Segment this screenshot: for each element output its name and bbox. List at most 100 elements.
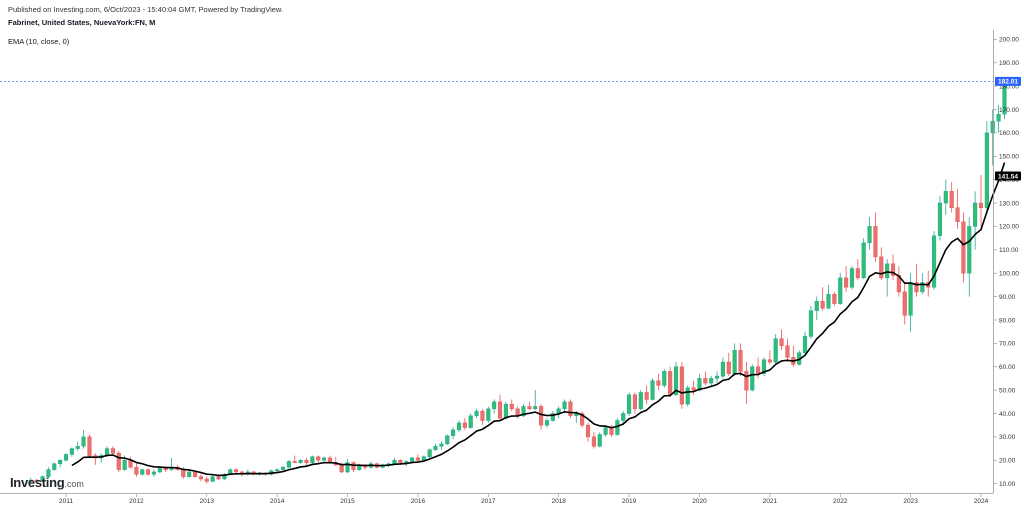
time-axis: 2011 2012 2013 2014 2015 2016 2017 2018 2019 2020… <box>59 493 989 505</box>
candle-body <box>427 449 432 458</box>
candle-body <box>480 410 485 421</box>
candle <box>650 378 655 401</box>
candle <box>322 456 327 463</box>
candle-body <box>492 401 497 410</box>
candle-body <box>879 256 884 279</box>
y-tick-label: 10.00 <box>999 481 1016 488</box>
candle <box>286 460 291 469</box>
candle-body <box>615 420 620 435</box>
candle-body <box>415 457 420 461</box>
candle-body <box>497 401 503 419</box>
candle-body <box>814 301 819 311</box>
candle <box>632 392 638 414</box>
candle <box>738 343 743 377</box>
candle-body <box>732 350 737 374</box>
candle-body <box>451 429 456 436</box>
y-tick-label: 110.00 <box>999 247 1019 254</box>
candle-body <box>222 474 227 480</box>
candle-body <box>157 468 162 473</box>
candle-body <box>890 263 896 276</box>
candle-body <box>609 427 614 435</box>
candle <box>63 453 69 462</box>
x-tick-label: 2022 <box>833 498 848 505</box>
candle-body <box>409 457 415 462</box>
candle-body <box>509 403 514 410</box>
candle-body <box>632 394 638 410</box>
candle <box>761 357 767 377</box>
candle-body <box>826 293 831 309</box>
candle <box>474 408 479 419</box>
candle-body <box>562 401 567 410</box>
candle-body <box>761 359 767 374</box>
candle <box>662 369 667 388</box>
candle-body <box>433 445 438 450</box>
y-tick-label: 180.00 <box>999 83 1019 90</box>
candle-body <box>210 476 215 482</box>
candle <box>292 455 297 463</box>
candle-body <box>515 408 520 417</box>
candle-body <box>591 436 596 447</box>
candle <box>539 404 544 430</box>
candle <box>873 212 878 262</box>
candle <box>744 362 749 405</box>
candle <box>703 371 708 386</box>
candle <box>445 434 450 446</box>
x-tick-label: 2014 <box>270 498 285 505</box>
candle-body <box>773 338 778 363</box>
candle <box>93 453 98 465</box>
candle <box>99 453 104 463</box>
candle <box>973 191 978 250</box>
y-tick-label: 160.00 <box>999 130 1019 137</box>
candle-body <box>738 350 743 372</box>
candle <box>908 273 913 332</box>
y-tick-label: 50.00 <box>999 387 1016 394</box>
candle-body <box>943 191 948 204</box>
y-tick-label: 120.00 <box>999 224 1019 231</box>
candle-body <box>421 456 426 461</box>
candle-body <box>456 422 462 431</box>
candle <box>832 291 837 306</box>
candle <box>75 441 80 451</box>
candle-body <box>439 443 444 447</box>
candle-body <box>275 469 280 472</box>
candle-body <box>234 469 239 473</box>
candle-body <box>503 403 508 419</box>
candles-layer <box>28 81 1007 484</box>
candle <box>697 373 702 392</box>
candle <box>808 305 813 339</box>
candle-body <box>146 469 151 475</box>
candle <box>585 422 591 442</box>
candle-body <box>767 359 772 363</box>
y-tick-label: 170.00 <box>999 107 1019 114</box>
candle <box>978 174 984 227</box>
last-price-value: 182.01 <box>998 79 1018 86</box>
candle <box>726 352 731 377</box>
candle <box>198 474 203 482</box>
candle <box>603 425 608 437</box>
candle <box>351 461 356 472</box>
candle <box>456 420 462 433</box>
x-tick-label: 2018 <box>551 498 566 505</box>
last-price-badge: 182.01 <box>995 76 1021 86</box>
candle <box>46 467 51 478</box>
candle-body <box>597 434 602 447</box>
candle <box>943 179 948 215</box>
candle-body <box>28 479 33 482</box>
candle <box>556 406 561 419</box>
ema-value-badge: 141.54 <box>995 171 1021 181</box>
candle-body <box>650 380 655 400</box>
candle <box>222 473 227 481</box>
candle <box>280 466 286 471</box>
candle <box>40 475 45 483</box>
candle <box>580 411 585 428</box>
candle-body <box>973 202 978 227</box>
candle <box>955 189 960 229</box>
candle-body <box>832 293 837 304</box>
candle <box>433 443 438 451</box>
candle-body <box>81 436 86 447</box>
candle-body <box>726 361 731 374</box>
candle-body <box>914 282 919 293</box>
candle-body <box>861 242 866 279</box>
candle-body <box>867 226 872 244</box>
